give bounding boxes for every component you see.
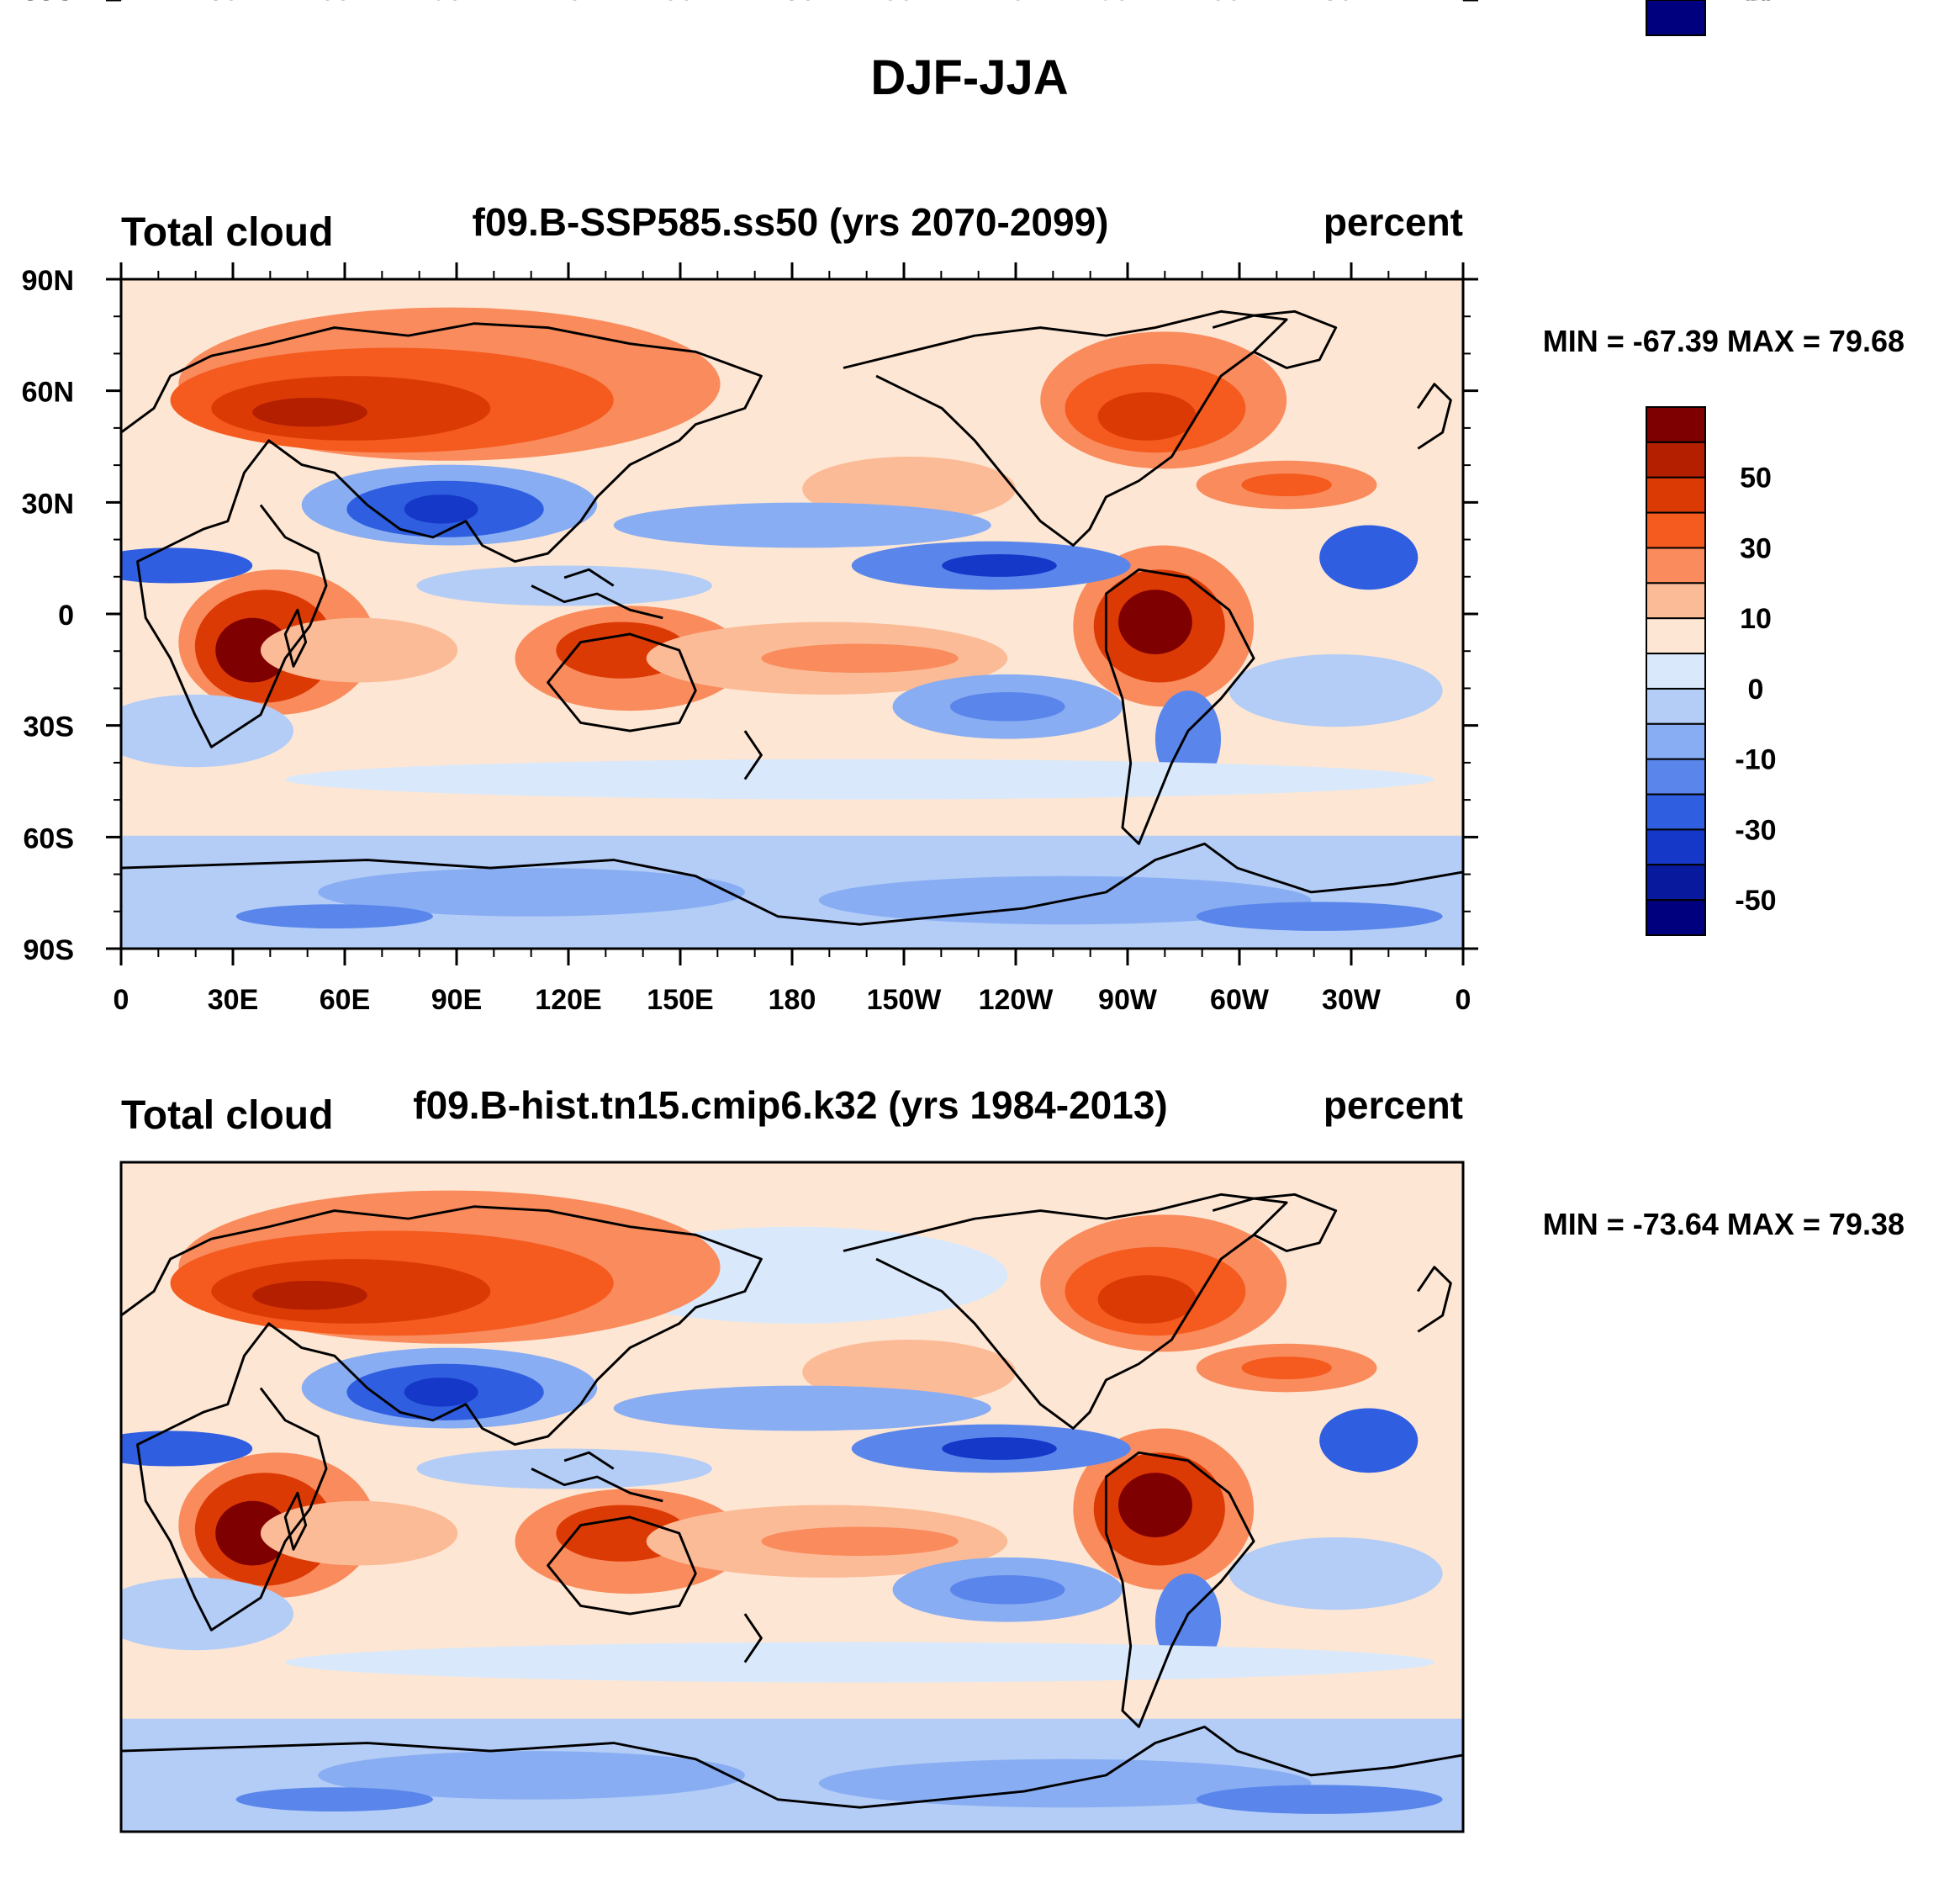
lon-label: 150W (867, 984, 943, 1016)
colorbar-label: -30 (1735, 814, 1776, 846)
lon-label: 60W (1210, 0, 1270, 7)
lat-label: 30S (24, 0, 75, 7)
colorbar-swatch (1646, 758, 1706, 796)
lon-label: 150W (867, 0, 943, 7)
panel-center-label: f09.B-hist.tn15.cmip6.k32 (yrs 1984-2013… (413, 1083, 1167, 1127)
colorbar-label: 30 (1740, 532, 1772, 564)
lon-label: 180 (769, 0, 816, 7)
colorbar-label: -50 (1735, 885, 1776, 917)
colorbar-swatch (1646, 828, 1706, 866)
lat-label: 60N (22, 0, 74, 7)
map-frame (119, 1161, 1465, 1833)
lat-label: 60S (24, 822, 75, 854)
colorbar-swatch (1646, 793, 1706, 831)
lon-label: 90E (431, 984, 483, 1016)
lon-label: 0 (1456, 0, 1471, 7)
min-max-stats: MIN = -73.64 MAX = 79.38 (1543, 1207, 1905, 1241)
lon-label: 120E (535, 0, 601, 7)
colorbar-label: 30 (1740, 0, 1772, 7)
colorbar-label: 10 (1740, 603, 1772, 635)
lon-label: 30E (208, 984, 259, 1016)
colorbar-label: 10 (1740, 0, 1772, 7)
colorbar-swatch (1646, 476, 1706, 514)
lat-label: 30N (22, 488, 74, 520)
map-plot-area (121, 279, 1463, 949)
lon-label: 180 (769, 984, 816, 1016)
lon-label: 120E (535, 984, 601, 1016)
panel-units-label: percent (1323, 1083, 1463, 1127)
lon-label: 0 (114, 0, 129, 7)
panel-left-label: Total cloud (121, 1093, 333, 1138)
colorbar-label: -10 (1735, 744, 1776, 776)
lat-label: 90N (22, 265, 74, 297)
colorbar-swatch (1646, 0, 1706, 36)
lon-label: 60W (1210, 984, 1270, 1016)
panel-left-label: Total cloud (121, 210, 333, 255)
lat-label: 0 (58, 0, 74, 7)
lat-label: 60N (22, 377, 74, 409)
lon-label: 0 (114, 984, 129, 1016)
colorbar-swatch (1646, 687, 1706, 725)
panel-historical: Total cloud f09.B-hist.tn15.cmip6.k32 (y… (22, 0, 1905, 1833)
colorbar-swatch (1646, 547, 1706, 584)
panel-ssp585: Total cloud f09.B-SSP585.ss50 (yrs 2070-… (22, 200, 1905, 1016)
colorbar-label: -30 (1735, 0, 1776, 7)
lat-label: 0 (58, 600, 74, 632)
colorbar-swatch (1646, 617, 1706, 655)
colorbar-label: 0 (1748, 0, 1764, 7)
lon-label: 30W (1322, 0, 1382, 7)
lat-label: 30S (24, 711, 75, 743)
colorbar-label: 50 (1740, 463, 1772, 495)
colorbar-swatch (1646, 899, 1706, 936)
lon-label: 90E (431, 0, 483, 7)
lon-label: 150E (647, 0, 713, 7)
colorbar-label: 0 (1748, 674, 1764, 706)
colorbar-label: -10 (1735, 0, 1776, 7)
lon-label: 30W (1322, 984, 1382, 1016)
panel-center-label: f09.B-SSP585.ss50 (yrs 2070-2099) (473, 200, 1109, 244)
colorbar-swatch (1646, 441, 1706, 479)
panel-units-label: percent (1323, 200, 1463, 244)
colorbar-swatch (1646, 864, 1706, 902)
lon-label: 150E (647, 984, 713, 1016)
map-plot-area (121, 1162, 1463, 1832)
lat-label: 30N (22, 0, 74, 7)
colorbar-swatch (1646, 653, 1706, 690)
lon-label: 90W (1098, 984, 1158, 1016)
latitude-axis: 90N 60N 30N 0 30S 60S 90S (22, 265, 1478, 966)
min-max-stats: MIN = -67.39 MAX = 79.68 (1543, 324, 1905, 358)
colorbar-swatch (1646, 406, 1706, 443)
lon-label: 60E (320, 0, 371, 7)
lat-label: 60S (24, 0, 75, 7)
lon-label: 0 (1456, 984, 1471, 1016)
lat-label: 90N (22, 0, 74, 7)
lat-label: 90S (24, 934, 75, 966)
colorbar-swatch (1646, 511, 1706, 549)
colorbar-swatch (1646, 722, 1706, 760)
longitude-axis: 0 30E 60E 90E 120E 150E 180 150W 120W 90W 60W 30W 0 (114, 262, 1471, 1016)
colorbar: 50 30 10 0 -10 -30 -50 (1646, 406, 1777, 936)
colorbar-swatch (1646, 582, 1706, 620)
lon-label: 120W (979, 0, 1054, 7)
figure-title: DJF-JJA (870, 50, 1068, 105)
lon-label: 90W (1098, 0, 1158, 7)
colorbar-label: -50 (1735, 0, 1776, 7)
lon-label: 120W (979, 984, 1054, 1016)
lon-label: 30E (208, 0, 259, 7)
longitude-axis: 0 30E 60E 90E 120E 150E 180 150W 120W 90W 60W 30W 0 (114, 0, 1471, 7)
lon-label: 60E (320, 984, 371, 1016)
lat-label: 90S (24, 0, 75, 7)
colorbar-label: 50 (1740, 0, 1772, 7)
